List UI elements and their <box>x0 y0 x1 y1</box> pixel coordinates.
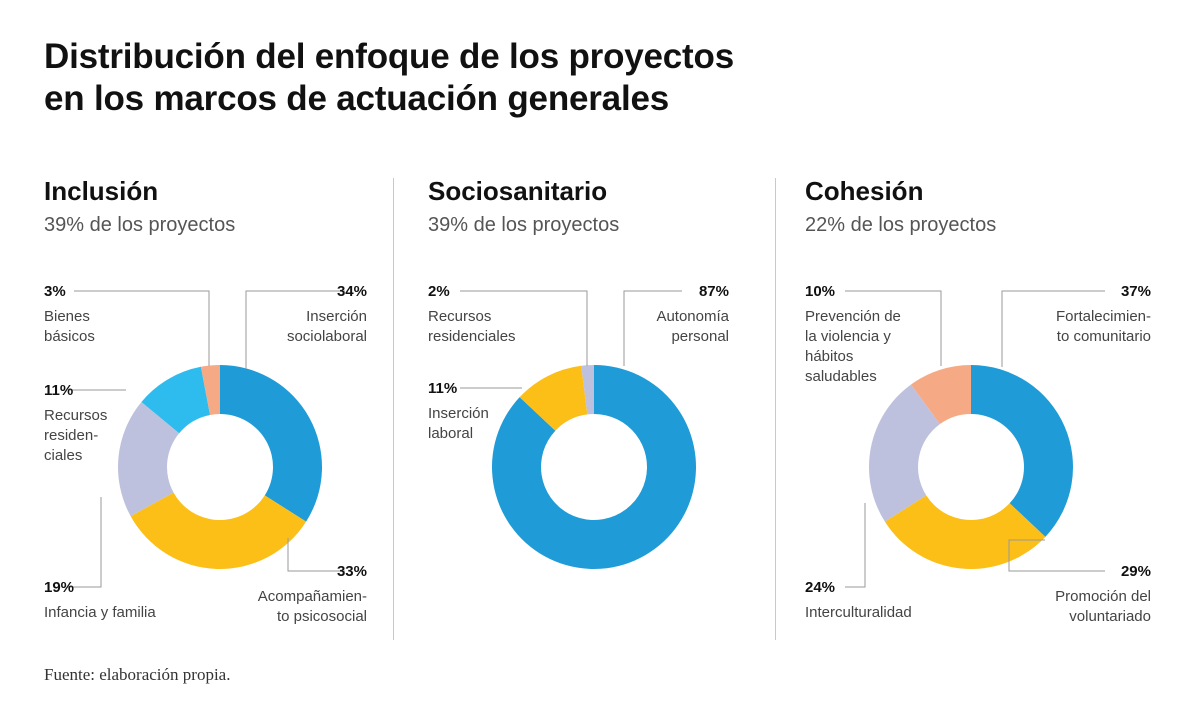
data-label-acompanamiento-psicosocial-line2: to psicosocial <box>277 608 367 625</box>
slice-interculturalidad <box>869 384 940 522</box>
data-label-autonomia-personal-line2: personal <box>671 328 729 345</box>
chart-title: Distribución del enfoque de los proyecto… <box>44 36 864 120</box>
slice-prevencion-de-la-violencia-y-habitos-saludables <box>911 365 971 425</box>
leader-line-insercion-sociolaboral <box>245 290 345 369</box>
data-label-autonomia-personal-line1: Autonomía <box>656 308 729 325</box>
slice-promocion-del-voluntariado <box>884 495 1046 569</box>
chart-title-line2: en los marcos de actuación generales <box>44 79 670 118</box>
panel-subtitle-sociosanitario: 39% de los proyectos <box>428 214 620 236</box>
donut-chart-inclusion: 34% Inserción sociolaboral 33% Acompañamien-… <box>44 283 367 625</box>
data-label-recursos-residenciales-line2: residen- <box>44 427 98 444</box>
panel-subtitle-cohesion: 22% de los proyectos <box>805 214 997 236</box>
data-label-pct-acompanamiento-psicosocial: 33% <box>337 563 367 580</box>
slice-fortalecimiento-comunitario <box>971 365 1073 537</box>
panel-cohesion: 37% Fortalecimien-to comunitario 29% Promoc… <box>805 170 1165 640</box>
panel-title-inclusion: Inclusión <box>44 176 159 206</box>
data-label-pct-infancia-y-familia: 19% <box>44 579 74 596</box>
data-label-pct-insercion-sociolaboral: 34% <box>337 283 367 300</box>
data-label-prevencion-de-la-violencia-y-habitos-saludables-line2: la violencia y <box>805 328 891 345</box>
data-label-fortalecimiento-comunitario-line2: to comunitario <box>1057 328 1151 345</box>
leader-line-autonomia-personal <box>623 290 682 366</box>
panel-sociosanitario: 87% Autonomía personal 11% Inserción laboral 2… <box>428 170 788 640</box>
slice-bienes-basicos <box>200 365 220 415</box>
data-label-fortalecimiento-comunitario-line1: Fortalecimien- <box>1056 308 1151 325</box>
data-label-recursos-residenciales-line3: ciales <box>44 447 82 464</box>
data-label-pct-prevencion-de-la-violencia-y-habitos-saludables: 10% <box>805 283 835 300</box>
data-label-prevencion-de-la-violencia-y-habitos-saludables-line4: saludables <box>805 368 877 385</box>
data-label-recursos-residenciales-line1: Recursos <box>44 407 107 424</box>
slice-autonomia-personal <box>492 365 696 569</box>
data-label-pct-promocion-del-voluntariado: 29% <box>1121 563 1151 580</box>
data-label-pct-bienes-basicos: 3% <box>44 283 66 300</box>
data-label-acompanamiento-psicosocial-line1: Acompañamien- <box>258 588 367 605</box>
data-label-pct-fortalecimiento-comunitario: 37% <box>1121 283 1151 300</box>
panel-subtitle-inclusion: 39% de los proyectos <box>44 214 236 236</box>
leader-line-prevencion-de-la-violencia-y-habitos-saludables <box>845 290 942 366</box>
data-label-pct-recursos-residenciales: 11% <box>44 382 73 399</box>
data-label-insercion-sociolaboral-line1: Inserción <box>306 308 367 325</box>
donut-chart-sociosanitario: 87% Autonomía personal 11% Inserción laboral 2… <box>428 283 730 569</box>
panel-title-cohesion: Cohesión <box>805 176 924 206</box>
slice-recursos-residenciales <box>141 366 211 434</box>
leader-line-bienes-basicos <box>74 290 210 366</box>
donut-chart-cohesion: 37% Fortalecimien-to comunitario 29% Promoc… <box>805 283 1151 625</box>
slice-recursos-residenciales <box>581 365 594 415</box>
leader-line-fortalecimiento-comunitario <box>1001 290 1105 367</box>
panel-title-sociosanitario: Sociosanitario <box>428 176 608 206</box>
leader-line-infancia-y-familia <box>68 497 102 588</box>
data-label-promocion-del-voluntariado-line2: voluntariado <box>1069 608 1151 625</box>
leader-line-interculturalidad <box>845 503 866 588</box>
data-label-recursos-residenciales-line2: residenciales <box>428 328 516 345</box>
slice-insercion-sociolaboral <box>220 365 322 522</box>
data-label-interculturalidad-line1: Interculturalidad <box>805 604 912 621</box>
data-label-recursos-residenciales-line1: Recursos <box>428 308 491 325</box>
leader-line-acompanamiento-psicosocial <box>287 538 345 572</box>
data-label-pct-recursos-residenciales: 2% <box>428 283 450 300</box>
data-label-prevencion-de-la-violencia-y-habitos-saludables-line1: Prevención de <box>805 308 901 325</box>
chart-title-line1: Distribución del enfoque de los proyecto… <box>44 37 734 76</box>
leader-line-recursos-residenciales <box>460 290 588 366</box>
data-label-bienes-basicos-line2: básicos <box>44 328 95 345</box>
panel-inclusion: 34% Inserción sociolaboral 33% Acompañamien-… <box>44 170 404 640</box>
slice-infancia-y-familia <box>118 401 180 517</box>
data-label-infancia-y-familia-line1: Infancia y familia <box>44 604 156 621</box>
panel-divider-2 <box>775 178 776 640</box>
data-label-bienes-basicos-line1: Bienes <box>44 308 90 325</box>
data-label-pct-autonomia-personal: 87% <box>699 283 729 300</box>
data-label-prevencion-de-la-violencia-y-habitos-saludables-line3: hábitos <box>805 348 853 365</box>
data-label-pct-interculturalidad: 24% <box>805 579 835 596</box>
data-label-promocion-del-voluntariado-line1: Promoción del <box>1055 588 1151 605</box>
data-label-insercion-laboral-line1: Inserción <box>428 405 489 422</box>
leader-line-promocion-del-voluntariado <box>1008 539 1105 572</box>
source-note: Fuente: elaboración propia. <box>44 665 231 684</box>
data-label-insercion-sociolaboral-line2: sociolaboral <box>287 328 367 345</box>
slice-acompanamiento-psicosocial <box>130 492 307 570</box>
panel-divider-1 <box>393 178 394 640</box>
data-label-pct-insercion-laboral: 11% <box>428 380 457 397</box>
slice-insercion-laboral <box>519 365 588 431</box>
data-label-insercion-laboral-line2: laboral <box>428 425 473 442</box>
